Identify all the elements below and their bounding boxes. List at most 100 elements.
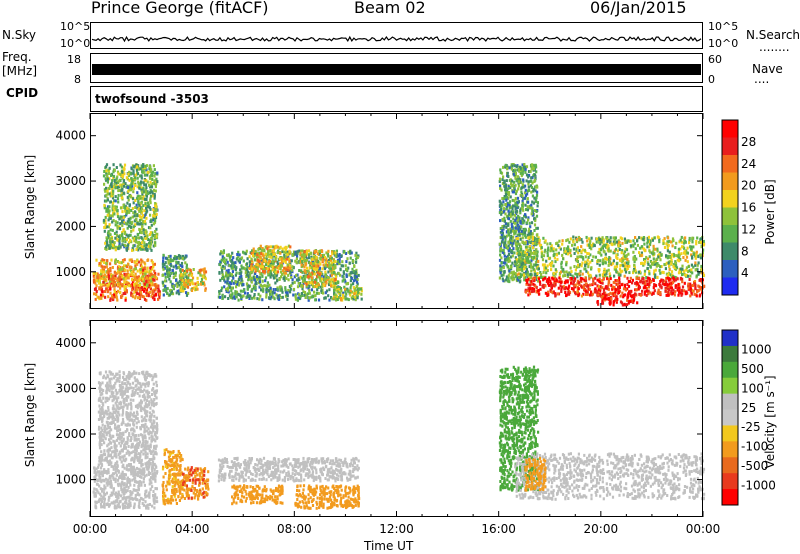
data-cell (150, 248, 153, 252)
data-cell (136, 165, 139, 169)
data-cell (105, 169, 108, 173)
data-cell (107, 274, 110, 278)
data-cell (142, 220, 145, 224)
data-cell (104, 194, 107, 198)
data-cell (314, 294, 317, 298)
data-cell (98, 263, 101, 267)
data-cell (231, 274, 234, 278)
data-cell (338, 257, 341, 261)
data-cell (151, 296, 155, 300)
data-cell (118, 279, 121, 283)
data-cell (134, 278, 137, 282)
data-cell (120, 261, 123, 265)
data-cell (119, 163, 122, 167)
data-cell (121, 191, 124, 195)
data-cell (129, 195, 132, 199)
data-cell (148, 281, 151, 285)
data-cell (114, 220, 117, 224)
data-cell (126, 195, 129, 199)
data-cell (152, 188, 156, 192)
data-cell (151, 231, 154, 235)
data-cell (107, 172, 110, 175)
data-cell (140, 241, 143, 245)
nsearch-label: N.Search (746, 28, 800, 42)
data-cell (125, 290, 128, 294)
data-cell (156, 171, 159, 175)
data-cell (230, 282, 233, 286)
data-cell (109, 244, 112, 248)
data-cell (246, 292, 249, 296)
data-cell (231, 296, 234, 300)
data-cell (264, 276, 268, 280)
data-cell (116, 215, 120, 219)
data-cell (153, 194, 156, 198)
data-cell (140, 217, 143, 221)
data-cell (105, 209, 108, 213)
data-cell (298, 269, 301, 272)
data-cell (105, 199, 108, 203)
data-cell (258, 276, 261, 280)
data-cell (125, 185, 128, 189)
data-cell (232, 266, 235, 270)
data-cell (104, 283, 107, 287)
data-cell (187, 291, 190, 295)
data-cell (122, 276, 125, 280)
data-cell (153, 278, 156, 282)
data-cell (223, 278, 226, 282)
data-cell (162, 293, 165, 297)
data-cell (185, 263, 188, 267)
data-cell (172, 257, 176, 261)
data-cell (137, 236, 140, 240)
data-cell (198, 269, 201, 273)
data-cell (175, 266, 178, 270)
data-cell (125, 208, 128, 212)
data-cell (284, 294, 288, 298)
nave-scale-bottom: 0 (708, 73, 715, 86)
data-cell (104, 219, 107, 223)
data-cell (118, 261, 121, 265)
data-cell (140, 215, 143, 219)
data-cell (116, 181, 120, 185)
data-cell (116, 221, 119, 225)
data-cell (93, 287, 97, 291)
data-cell (106, 180, 109, 184)
data-cell (100, 276, 103, 280)
data-cell (124, 277, 127, 281)
data-cell (180, 276, 183, 280)
data-cell (106, 192, 109, 196)
data-cell (142, 181, 145, 185)
data-cell (104, 222, 107, 226)
data-cell (118, 217, 121, 221)
data-cell (137, 260, 140, 264)
data-cell (150, 183, 153, 187)
data-cell (162, 267, 165, 271)
data-cell (150, 168, 153, 172)
data-cell (143, 282, 146, 286)
data-cell (138, 296, 141, 300)
data-cell (119, 183, 122, 187)
freq-scale-top: 18 (67, 53, 81, 66)
data-cell (108, 216, 111, 220)
data-cell (142, 268, 145, 272)
data-cell (126, 206, 129, 210)
data-cell (162, 259, 165, 263)
data-cell (104, 295, 107, 299)
data-cell (92, 272, 95, 276)
data-cell (180, 272, 183, 276)
data-cell (103, 206, 106, 210)
data-cell (178, 283, 181, 287)
data-cell (135, 290, 138, 294)
data-cell (124, 298, 127, 302)
data-cell (130, 271, 133, 274)
data-cell (196, 276, 199, 280)
data-cell (117, 246, 120, 250)
data-cell (134, 284, 137, 288)
data-cell (109, 200, 112, 204)
data-cell (116, 226, 119, 230)
data-cell (118, 236, 121, 240)
data-cell (116, 266, 120, 270)
data-cell (143, 209, 146, 213)
data-cell (139, 182, 142, 186)
data-cell (106, 243, 109, 247)
